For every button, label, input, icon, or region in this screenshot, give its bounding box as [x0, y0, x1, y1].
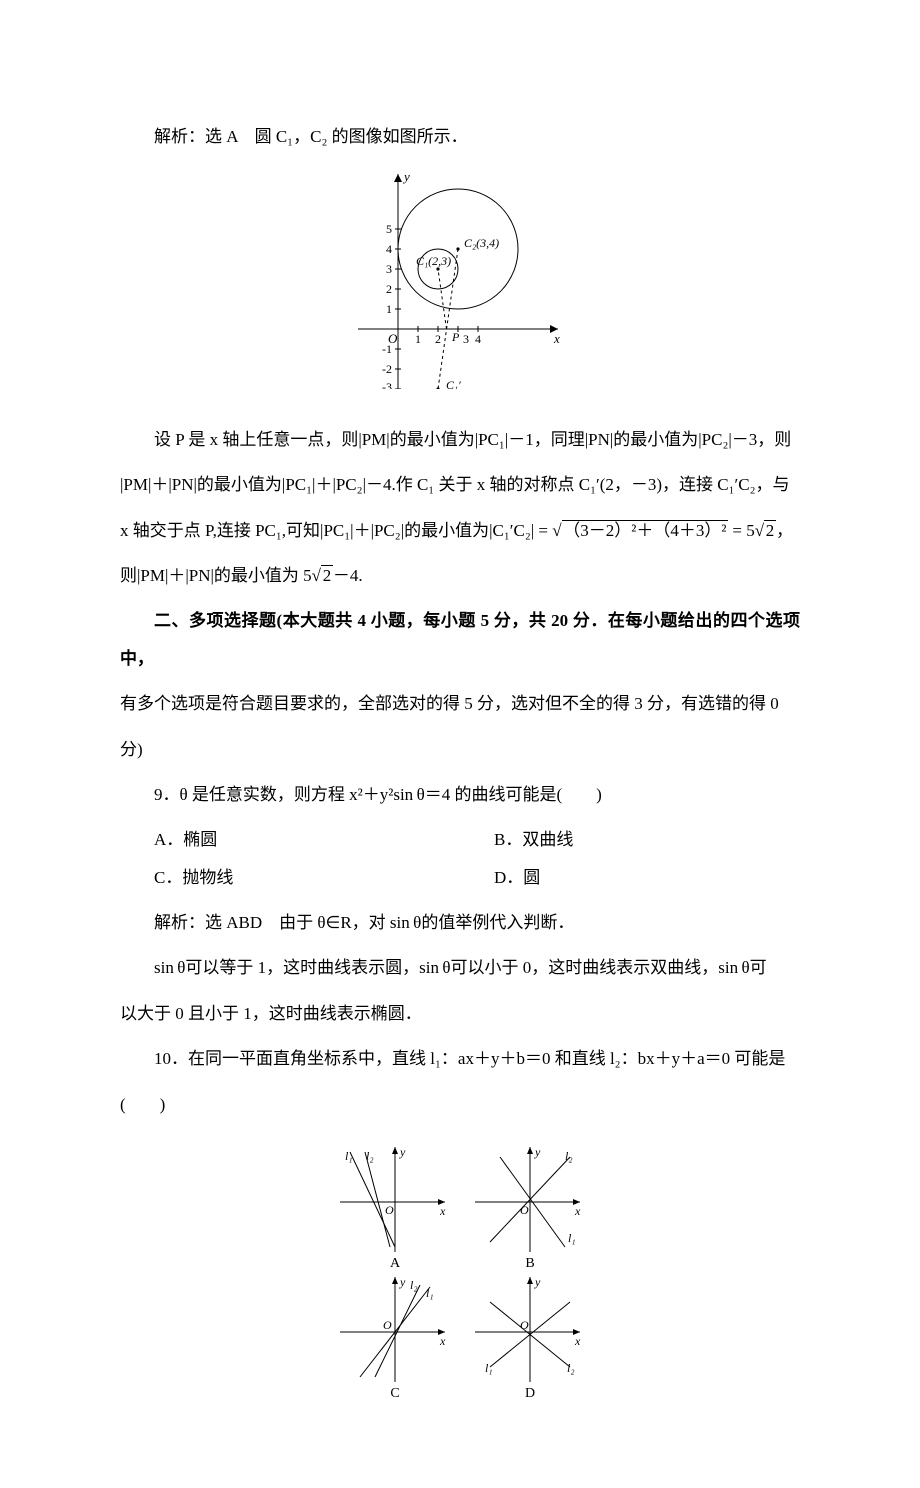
- svg-text:1: 1: [415, 332, 421, 346]
- svg-text:3: 3: [463, 332, 469, 346]
- text: 以大于 0 且小于 1，这时曲线表示椭圆．: [120, 1004, 422, 1023]
- svg-text:5: 5: [386, 222, 392, 236]
- svg-text:l₁: l₁: [485, 1361, 493, 1375]
- svg-text:C: C: [390, 1386, 399, 1397]
- svg-text:y: y: [402, 169, 410, 184]
- sqrt-two: 2: [755, 512, 776, 549]
- svg-text:A: A: [390, 1256, 401, 1271]
- explain-1: 设 P 是 x 轴上任意一点，则|PM|的最小值为|PC₁|－1，同理|PN|的…: [120, 421, 800, 458]
- sqrt-two-2: 2: [312, 557, 333, 594]
- text: 有多个选项是符合题目要求的，全部选对的得 5 分，选对但不全的得 3 分，有选错…: [120, 694, 779, 713]
- answer-intro: 解析：选 A 圆 C₁，C₂ 的图像如图所示．: [120, 118, 800, 155]
- q9-answer-1: 解析：选 ABD 由于 θ∈R，对 sin θ的值举例代入判断．: [120, 904, 800, 941]
- text: 二、多项选择题(本大题共 4 小题，每小题 5 分，共 20 分．在每小题给出的…: [120, 611, 800, 667]
- q9-options: A．椭圆 B．双曲线 C．抛物线 D．圆: [120, 821, 800, 896]
- svg-text:4: 4: [475, 332, 481, 346]
- text: 分): [120, 740, 143, 759]
- svg-text:x: x: [439, 1204, 446, 1218]
- q10-stem-b: ( ): [120, 1086, 800, 1123]
- svg-text:y: y: [534, 1275, 541, 1289]
- svg-text:D: D: [525, 1386, 535, 1397]
- section-heading: 二、多项选择题(本大题共 4 小题，每小题 5 分，共 20 分．在每小题给出的…: [120, 602, 800, 677]
- text: 10．在同一平面直角坐标系中，直线 l₁：ax＋y＋b＝0 和直线 l₂：bx＋…: [154, 1049, 785, 1068]
- svg-text:x: x: [574, 1204, 581, 1218]
- document-page: 解析：选 A 圆 C₁，C₂ 的图像如图所示． 1 2 3 4 5 -1 -2 …: [0, 0, 920, 1488]
- text: sin θ可以等于 1，这时曲线表示圆，sin θ可以小于 0，这时曲线表示双曲…: [154, 958, 767, 977]
- option-c: C．抛物线: [120, 859, 460, 896]
- text: C．抛物线: [154, 868, 233, 887]
- svg-text:-2: -2: [382, 362, 392, 376]
- text: x 轴交于点 P,连接 PC₁,可知|PC₁|＋|PC₂|的最小值为|C₁′C₂…: [120, 521, 552, 540]
- svg-text:x: x: [574, 1334, 581, 1348]
- svg-text:O: O: [385, 1203, 394, 1217]
- svg-text:O: O: [388, 331, 398, 346]
- q9-stem: 9．θ 是任意实数，则方程 x²＋y²sin θ＝4 的曲线可能是( ): [120, 776, 800, 813]
- svg-text:l₁: l₁: [345, 1149, 353, 1163]
- sqrt-expr: （3－2）²＋（4＋3）²: [552, 512, 728, 549]
- svg-text:1: 1: [386, 302, 392, 316]
- svg-text:O: O: [383, 1318, 392, 1332]
- text: 设 P 是 x 轴上任意一点，则|PM|的最小值为|PC₁|－1，同理|PN|的…: [154, 430, 791, 449]
- svg-text:x: x: [553, 331, 560, 346]
- text: 则|PM|＋|PN|的最小值为 5: [120, 566, 312, 585]
- text: 9．θ 是任意实数，则方程 x²＋y²sin θ＝4 的曲线可能是( ): [154, 785, 602, 804]
- text: －4.: [333, 566, 363, 585]
- svg-text:y: y: [534, 1145, 541, 1159]
- section-heading-c: 分): [120, 731, 800, 768]
- sqrt2b: 2: [321, 565, 333, 585]
- circles-svg: 1 2 3 4 5 -1 -2 -3 1 2 3 4 O x y C₂(3,4: [358, 169, 563, 389]
- svg-text:C₂(3,4): C₂(3,4): [464, 236, 499, 250]
- text: 解析：选 ABD 由于 θ∈R，对 sin θ的值举例代入判断．: [154, 913, 574, 932]
- q9-answer-2: sin θ可以等于 1，这时曲线表示圆，sin θ可以小于 0，这时曲线表示双曲…: [120, 949, 800, 986]
- svg-text:x: x: [439, 1334, 446, 1348]
- figure-q10: O x y l₁ l₂ A O x y l₂: [120, 1137, 800, 1410]
- svg-text:2: 2: [386, 282, 392, 296]
- svg-text:l₂: l₂: [410, 1278, 418, 1292]
- q9-answer-3: 以大于 0 且小于 1，这时曲线表示椭圆．: [120, 995, 800, 1032]
- sqrt2: 2: [764, 520, 776, 540]
- svg-text:C₁(2,3): C₁(2,3): [416, 254, 451, 268]
- text: D．圆: [494, 868, 540, 887]
- svg-text:4: 4: [386, 242, 392, 256]
- text: |PM|＋|PN|的最小值为|PC₁|＋|PC₂|－4.作 C₁ 关于 x 轴的…: [120, 475, 790, 494]
- svg-text:y: y: [399, 1145, 406, 1159]
- text: = 5: [728, 521, 755, 540]
- svg-text:3: 3: [386, 262, 392, 276]
- explain-3: 则|PM|＋|PN|的最小值为 5 2－4.: [120, 557, 800, 594]
- svg-text:l₁: l₁: [426, 1286, 434, 1300]
- svg-text:l₂: l₂: [567, 1361, 575, 1375]
- text: ( ): [120, 1095, 165, 1114]
- svg-text:l₂: l₂: [565, 1149, 573, 1163]
- svg-text:l₁: l₁: [568, 1231, 576, 1245]
- figure-circles: 1 2 3 4 5 -1 -2 -3 1 2 3 4 O x y C₂(3,4: [120, 169, 800, 402]
- sqrt-inner: （3－2）²＋（4＋3）²: [562, 520, 729, 540]
- text: A．椭圆: [154, 830, 217, 849]
- svg-text:y: y: [399, 1275, 406, 1289]
- svg-text:P: P: [451, 330, 460, 344]
- text: ，: [776, 521, 793, 540]
- text: B．双曲线: [494, 830, 573, 849]
- option-b: B．双曲线: [460, 821, 800, 858]
- option-a: A．椭圆: [120, 821, 460, 858]
- section-heading-b: 有多个选项是符合题目要求的，全部选对的得 5 分，选对但不全的得 3 分，有选错…: [120, 685, 800, 722]
- svg-text:-3: -3: [382, 380, 392, 389]
- explain-2: x 轴交于点 P,连接 PC₁,可知|PC₁|＋|PC₂|的最小值为|C₁′C₂…: [120, 512, 800, 549]
- option-d: D．圆: [460, 859, 800, 896]
- svg-text:B: B: [525, 1256, 534, 1271]
- q10-stem: 10．在同一平面直角坐标系中，直线 l₁：ax＋y＋b＝0 和直线 l₂：bx＋…: [120, 1040, 800, 1077]
- text: 解析：选 A 圆 C₁，C₂ 的图像如图所示．: [154, 127, 468, 146]
- svg-text:l₂: l₂: [366, 1149, 374, 1163]
- svg-text:2: 2: [435, 332, 441, 346]
- svg-text:C₁′: C₁′: [446, 378, 461, 389]
- q10-svg: O x y l₁ l₂ A O x y l₂: [310, 1137, 610, 1397]
- explain-1b: |PM|＋|PN|的最小值为|PC₁|＋|PC₂|－4.作 C₁ 关于 x 轴的…: [120, 466, 800, 503]
